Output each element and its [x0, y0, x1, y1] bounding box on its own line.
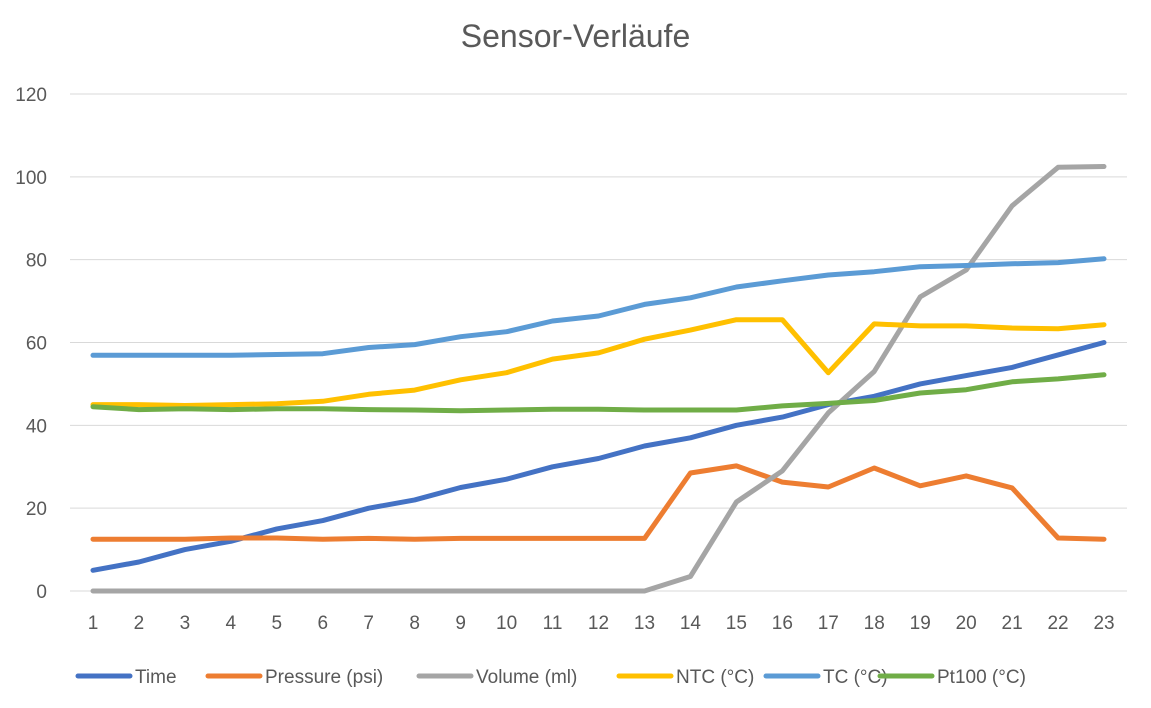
x-tick-label: 13: [634, 613, 655, 634]
x-tick-label: 1: [88, 613, 99, 634]
x-tick-label: 3: [180, 613, 191, 634]
x-tick-label: 4: [226, 613, 237, 634]
x-tick-label: 10: [496, 613, 517, 634]
y-tick-label: 100: [15, 168, 47, 189]
legend-label: Time: [135, 667, 177, 688]
series-line-volume-ml: [90, 164, 1107, 594]
series-line-pressure-psi: [90, 463, 1107, 542]
x-tick-label: 14: [680, 613, 702, 634]
series-line-time: [90, 340, 1107, 573]
series-line-ntc-c: [90, 317, 1107, 408]
x-tick-label: 12: [588, 613, 609, 634]
x-tick-label: 21: [1002, 613, 1023, 634]
x-tick-label: 23: [1093, 613, 1114, 634]
x-tick-label: 8: [409, 613, 420, 634]
x-axis-ticks: 1 2 3 4 5 6 7 8 9 10 11 12 13 14 15 16 17 18 19 20 21 22 23: [88, 613, 1115, 634]
x-tick-label: 6: [317, 613, 328, 634]
legend-label: TC (°C): [823, 667, 888, 688]
legend-label: NTC (°C): [676, 667, 754, 688]
y-tick-label: 0: [36, 582, 47, 603]
legend-item: Time: [75, 667, 177, 688]
legend: Time Pressure (psi) Volume (ml) NTC (°C) TC …: [75, 667, 1026, 688]
y-axis-ticks: 0 20 40 60 80 100 120: [15, 85, 47, 603]
x-tick-label: 19: [910, 613, 931, 634]
x-tick-label: 16: [772, 613, 793, 634]
x-tick-label: 18: [864, 613, 885, 634]
y-tick-label: 120: [15, 85, 47, 106]
legend-item: NTC (°C): [616, 667, 754, 688]
legend-item: Volume (ml): [416, 667, 577, 688]
legend-label: Pressure (psi): [265, 667, 383, 688]
y-tick-label: 40: [26, 416, 47, 437]
x-tick-label: 11: [543, 613, 563, 634]
x-tick-label: 7: [363, 613, 374, 634]
x-tick-label: 9: [455, 613, 466, 634]
x-tick-label: 15: [726, 613, 747, 634]
y-tick-label: 60: [26, 334, 47, 355]
x-tick-label: 22: [1047, 613, 1068, 634]
y-tick-label: 20: [26, 499, 47, 520]
x-tick-label: 2: [134, 613, 145, 634]
series-line-pt100-c: [90, 372, 1107, 414]
grid-lines: [70, 93, 1127, 592]
chart-title: Sensor-Verläufe: [460, 18, 691, 54]
legend-item: Pt100 (°C): [877, 667, 1026, 688]
legend-label: Pt100 (°C): [937, 667, 1026, 688]
legend-item: TC (°C): [763, 667, 888, 688]
series-line-tc-c: [90, 256, 1107, 358]
x-tick-label: 20: [956, 613, 977, 634]
x-tick-label: 5: [272, 613, 283, 634]
y-tick-label: 80: [26, 251, 47, 272]
series-lines: [90, 164, 1107, 594]
x-tick-label: 17: [818, 613, 839, 634]
legend-label: Volume (ml): [476, 667, 577, 688]
legend-item: Pressure (psi): [205, 667, 383, 688]
